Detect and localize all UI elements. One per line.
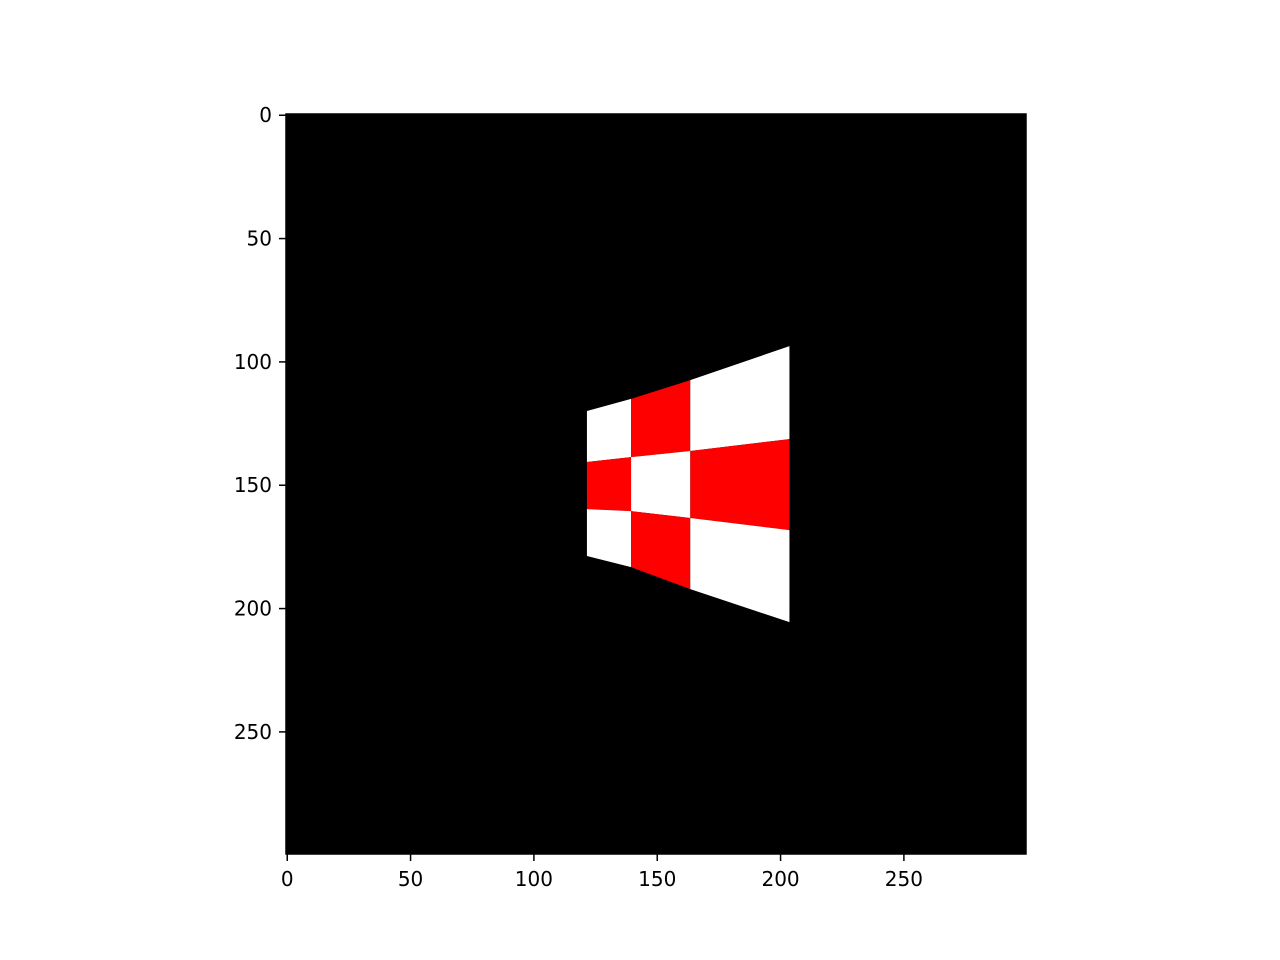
checker-cell xyxy=(586,457,632,512)
x-tick-label: 50 xyxy=(398,867,423,891)
y-tick-label: 100 xyxy=(234,350,272,374)
checker-cell xyxy=(690,439,790,531)
axes-frame xyxy=(285,113,1027,855)
y-tick-label: 150 xyxy=(234,473,272,497)
x-tick-label: 100 xyxy=(515,867,553,891)
checker-cell xyxy=(631,380,691,458)
y-tick-label: 200 xyxy=(234,597,272,621)
x-tick-label: 150 xyxy=(638,867,676,891)
checker-cell xyxy=(631,450,691,519)
checker-cell xyxy=(690,518,790,623)
x-tick-label: 200 xyxy=(761,867,799,891)
x-tick-label: 250 xyxy=(885,867,923,891)
y-tick-label: 0 xyxy=(259,103,272,127)
checker-cell xyxy=(586,398,632,463)
x-tick-label: 0 xyxy=(281,867,294,891)
checker-cell xyxy=(586,509,632,568)
y-tick-label: 50 xyxy=(247,227,272,251)
checker-cell xyxy=(690,346,790,451)
y-tick-label: 250 xyxy=(234,720,272,744)
checker-cell xyxy=(631,511,691,590)
